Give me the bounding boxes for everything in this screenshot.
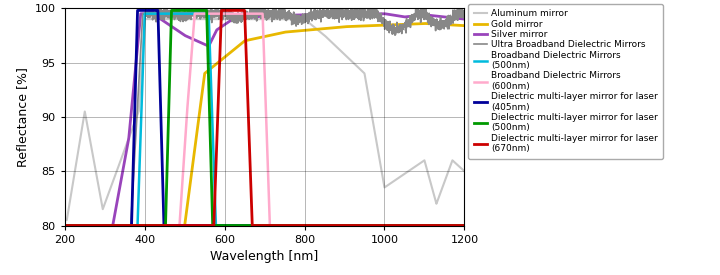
Y-axis label: Reflectance [%]: Reflectance [%]	[17, 67, 30, 167]
Broadband Dielectric Mirrors
(500nm)	[460, 224, 469, 227]
Broadband Dielectric Mirrors
(500nm)	[130, 224, 138, 227]
Dielectric multi-layer mirror for laser
(405nm)	[214, 224, 222, 227]
Dielectric multi-layer mirror for laser
(670nm)	[452, 224, 461, 227]
Dielectric multi-layer mirror for laser
(405nm)	[231, 224, 240, 227]
Broadband Dielectric Mirrors
(500nm)	[409, 224, 418, 227]
Dielectric multi-layer mirror for laser
(500nm)	[452, 224, 461, 227]
Silver mirror	[130, 81, 138, 84]
Dielectric multi-layer mirror for laser
(670nm)	[60, 224, 69, 227]
Ultra Broadband Dielectric Mirrors	[130, 165, 138, 168]
Dielectric multi-layer mirror for laser
(500nm)	[231, 224, 240, 227]
Dielectric multi-layer mirror for laser
(670nm)	[409, 224, 418, 227]
Ultra Broadband Dielectric Mirrors	[452, 9, 461, 12]
Ultra Broadband Dielectric Mirrors	[156, 7, 164, 10]
Line: Broadband Dielectric Mirrors
(600nm): Broadband Dielectric Mirrors (600nm)	[65, 14, 464, 225]
Line: Ultra Broadband Dielectric Mirrors: Ultra Broadband Dielectric Mirrors	[65, 8, 464, 225]
Gold mirror	[409, 22, 418, 26]
Gold mirror	[460, 24, 469, 27]
Dielectric multi-layer mirror for laser
(405nm)	[130, 132, 138, 136]
Silver mirror	[60, 224, 69, 227]
Dielectric multi-layer mirror for laser
(405nm)	[60, 224, 69, 227]
Silver mirror	[452, 16, 461, 20]
Ultra Broadband Dielectric Mirrors	[214, 12, 222, 16]
Aluminum mirror	[140, 17, 149, 21]
Silver mirror	[136, 12, 145, 15]
Aluminum mirror	[106, 187, 114, 190]
X-axis label: Wavelength [nm]: Wavelength [nm]	[210, 250, 319, 263]
Dielectric multi-layer mirror for laser
(405nm)	[460, 224, 469, 227]
Gold mirror	[130, 224, 138, 227]
Dielectric multi-layer mirror for laser
(405nm)	[409, 224, 418, 227]
Broadband Dielectric Mirrors
(500nm)	[106, 224, 114, 227]
Aluminum mirror	[60, 218, 69, 222]
Dielectric multi-layer mirror for laser
(405nm)	[452, 224, 461, 227]
Silver mirror	[106, 224, 114, 227]
Dielectric multi-layer mirror for laser
(405nm)	[133, 9, 142, 12]
Aluminum mirror	[460, 169, 469, 173]
Ultra Broadband Dielectric Mirrors	[409, 12, 418, 16]
Line: Dielectric multi-layer mirror for laser
(405nm): Dielectric multi-layer mirror for laser …	[65, 10, 464, 225]
Broadband Dielectric Mirrors
(600nm)	[231, 12, 240, 15]
Dielectric multi-layer mirror for laser
(500nm)	[106, 224, 114, 227]
Broadband Dielectric Mirrors
(600nm)	[214, 12, 222, 15]
Line: Silver mirror: Silver mirror	[65, 14, 464, 225]
Gold mirror	[452, 24, 461, 27]
Silver mirror	[231, 17, 240, 20]
Gold mirror	[231, 47, 240, 50]
Ultra Broadband Dielectric Mirrors	[231, 13, 240, 16]
Dielectric multi-layer mirror for laser
(670nm)	[214, 105, 222, 109]
Silver mirror	[409, 14, 418, 18]
Dielectric multi-layer mirror for laser
(500nm)	[167, 9, 176, 12]
Dielectric multi-layer mirror for laser
(670nm)	[460, 224, 469, 227]
Dielectric multi-layer mirror for laser
(670nm)	[106, 224, 114, 227]
Aluminum mirror	[231, 17, 240, 21]
Dielectric multi-layer mirror for laser
(500nm)	[409, 224, 418, 227]
Dielectric multi-layer mirror for laser
(500nm)	[214, 224, 222, 227]
Dielectric multi-layer mirror for laser
(500nm)	[460, 224, 469, 227]
Broadband Dielectric Mirrors
(500nm)	[214, 224, 222, 227]
Line: Dielectric multi-layer mirror for laser
(670nm): Dielectric multi-layer mirror for laser …	[65, 10, 464, 225]
Gold mirror	[420, 22, 428, 25]
Line: Aluminum mirror: Aluminum mirror	[65, 19, 464, 220]
Aluminum mirror	[409, 166, 418, 169]
Broadband Dielectric Mirrors
(500nm)	[452, 224, 461, 227]
Gold mirror	[60, 224, 69, 227]
Dielectric multi-layer mirror for laser
(670nm)	[130, 224, 138, 227]
Broadband Dielectric Mirrors
(600nm)	[409, 224, 418, 227]
Ultra Broadband Dielectric Mirrors	[460, 12, 469, 15]
Broadband Dielectric Mirrors
(600nm)	[130, 224, 138, 227]
Broadband Dielectric Mirrors
(600nm)	[60, 224, 69, 227]
Broadband Dielectric Mirrors
(500nm)	[60, 224, 69, 227]
Silver mirror	[460, 17, 469, 21]
Line: Dielectric multi-layer mirror for laser
(500nm): Dielectric multi-layer mirror for laser …	[65, 10, 464, 225]
Aluminum mirror	[452, 163, 461, 166]
Dielectric multi-layer mirror for laser
(500nm)	[130, 224, 138, 227]
Aluminum mirror	[130, 122, 138, 126]
Dielectric multi-layer mirror for laser
(670nm)	[231, 9, 240, 12]
Broadband Dielectric Mirrors
(600nm)	[106, 224, 114, 227]
Broadband Dielectric Mirrors
(500nm)	[231, 224, 240, 227]
Aluminum mirror	[214, 17, 222, 21]
Dielectric multi-layer mirror for laser
(405nm)	[106, 224, 114, 227]
Dielectric multi-layer mirror for laser
(500nm)	[60, 224, 69, 227]
Dielectric multi-layer mirror for laser
(670nm)	[217, 9, 226, 12]
Broadband Dielectric Mirrors
(500nm)	[140, 12, 149, 15]
Gold mirror	[214, 61, 222, 64]
Legend: Aluminum mirror, Gold mirror, Silver mirror, Ultra Broadband Dielectric Mirrors,: Aluminum mirror, Gold mirror, Silver mir…	[469, 4, 663, 159]
Line: Gold mirror: Gold mirror	[65, 23, 464, 226]
Broadband Dielectric Mirrors
(600nm)	[452, 224, 461, 227]
Silver mirror	[214, 27, 222, 31]
Ultra Broadband Dielectric Mirrors	[60, 224, 69, 227]
Ultra Broadband Dielectric Mirrors	[106, 224, 114, 227]
Broadband Dielectric Mirrors
(600nm)	[190, 12, 199, 15]
Gold mirror	[106, 224, 114, 227]
Line: Broadband Dielectric Mirrors
(500nm): Broadband Dielectric Mirrors (500nm)	[65, 14, 464, 225]
Broadband Dielectric Mirrors
(600nm)	[460, 224, 469, 227]
